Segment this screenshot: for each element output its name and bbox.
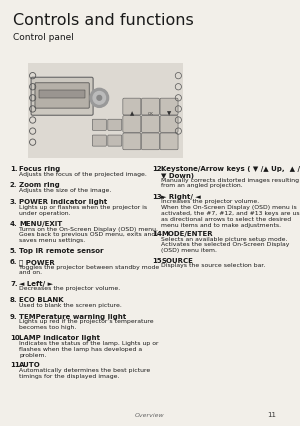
FancyBboxPatch shape [142, 115, 159, 132]
Text: 11.: 11. [10, 362, 22, 368]
Text: 15.: 15. [152, 258, 164, 264]
Text: Top IR remote sensor: Top IR remote sensor [19, 248, 104, 253]
FancyBboxPatch shape [142, 98, 159, 115]
Text: LAMP indicator light: LAMP indicator light [19, 335, 100, 341]
Text: Toggles the projector between standby mode
and on.: Toggles the projector between standby mo… [19, 265, 159, 276]
Circle shape [97, 95, 102, 100]
Text: Lights up red if the projector’s temperature
becomes too high.: Lights up red if the projector’s tempera… [19, 320, 154, 330]
Text: 14.: 14. [152, 231, 165, 237]
FancyBboxPatch shape [160, 98, 178, 115]
Text: 10.: 10. [10, 335, 22, 341]
Text: 1.: 1. [10, 166, 18, 172]
Text: OK: OK [148, 112, 153, 116]
Text: Zoom ring: Zoom ring [19, 182, 60, 188]
Text: Indicates the status of the lamp. Lights up or
flashes when the lamp has develop: Indicates the status of the lamp. Lights… [19, 341, 158, 358]
Text: 3.: 3. [10, 199, 18, 205]
Text: TEMPerature warning light: TEMPerature warning light [19, 314, 126, 320]
FancyBboxPatch shape [123, 133, 141, 150]
Text: Manually corrects distorted images resulting
from an angled projection.: Manually corrects distorted images resul… [161, 178, 299, 188]
Text: 8.: 8. [10, 297, 18, 303]
Text: Decreases the projector volume.: Decreases the projector volume. [19, 286, 120, 291]
Text: 6.: 6. [10, 259, 17, 265]
FancyBboxPatch shape [31, 77, 93, 115]
FancyBboxPatch shape [39, 90, 86, 98]
Text: SOURCE: SOURCE [161, 258, 193, 264]
Text: Ⓨ POWER: Ⓨ POWER [19, 259, 55, 265]
Text: 9.: 9. [10, 314, 18, 320]
Circle shape [93, 92, 106, 104]
Text: ◄ Left/ ►: ◄ Left/ ► [19, 281, 53, 287]
Text: 5.: 5. [10, 248, 17, 253]
Text: 4.: 4. [10, 221, 18, 227]
Text: 12.: 12. [152, 166, 164, 172]
FancyBboxPatch shape [108, 119, 122, 130]
FancyBboxPatch shape [92, 135, 106, 146]
FancyBboxPatch shape [160, 115, 178, 132]
Text: Turns on the On-Screen Display (OSD) menu.
Goes back to previous OSD menu, exits: Turns on the On-Screen Display (OSD) men… [19, 227, 158, 243]
FancyBboxPatch shape [123, 115, 141, 132]
Text: 7.: 7. [10, 281, 18, 287]
Text: Controls and functions: Controls and functions [13, 13, 194, 28]
FancyBboxPatch shape [108, 135, 122, 146]
Text: Adjusts the size of the image.: Adjusts the size of the image. [19, 188, 111, 193]
Text: 2.: 2. [10, 182, 17, 188]
Text: 11: 11 [267, 412, 276, 418]
Text: ▼: ▼ [167, 111, 171, 116]
FancyBboxPatch shape [35, 83, 89, 108]
FancyBboxPatch shape [142, 133, 159, 150]
Text: 13.: 13. [152, 193, 164, 199]
Text: Selects an available picture setup mode.
Activates the selected On-Screen Displa: Selects an available picture setup mode.… [161, 236, 290, 253]
Text: ► Right/ ◄: ► Right/ ◄ [161, 193, 201, 199]
Text: Control panel: Control panel [13, 33, 74, 42]
Text: Lights up or flashes when the projector is
under operation.: Lights up or flashes when the projector … [19, 205, 147, 216]
Text: Adjusts the focus of the projected image.: Adjusts the focus of the projected image… [19, 172, 147, 177]
FancyBboxPatch shape [26, 61, 184, 160]
Text: POWER indicator light: POWER indicator light [19, 199, 107, 205]
Text: Increases the projector volume.
When the On-Screen Display (OSD) menu is
activat: Increases the projector volume. When the… [161, 199, 300, 227]
FancyBboxPatch shape [92, 119, 106, 130]
Text: Used to blank the screen picture.: Used to blank the screen picture. [19, 303, 122, 308]
Text: MODE/ENTER: MODE/ENTER [161, 231, 213, 237]
Text: Keystone/Arrow keys ( ▼ /▲ Up,  ▲ /
▼ Down): Keystone/Arrow keys ( ▼ /▲ Up, ▲ / ▼ Dow… [161, 166, 300, 179]
Circle shape [90, 88, 109, 107]
Text: MENU/EXIT: MENU/EXIT [19, 221, 62, 227]
FancyBboxPatch shape [123, 98, 141, 115]
Text: ECO BLANK: ECO BLANK [19, 297, 64, 303]
Text: ▲: ▲ [130, 111, 134, 116]
Text: Displays the source selection bar.: Displays the source selection bar. [161, 264, 266, 268]
Text: Automatically determines the best picture
timings for the displayed image.: Automatically determines the best pictur… [19, 368, 150, 379]
FancyBboxPatch shape [160, 133, 178, 150]
Text: Focus ring: Focus ring [19, 166, 60, 172]
Text: AUTO: AUTO [19, 362, 41, 368]
Text: Overview: Overview [135, 413, 165, 418]
